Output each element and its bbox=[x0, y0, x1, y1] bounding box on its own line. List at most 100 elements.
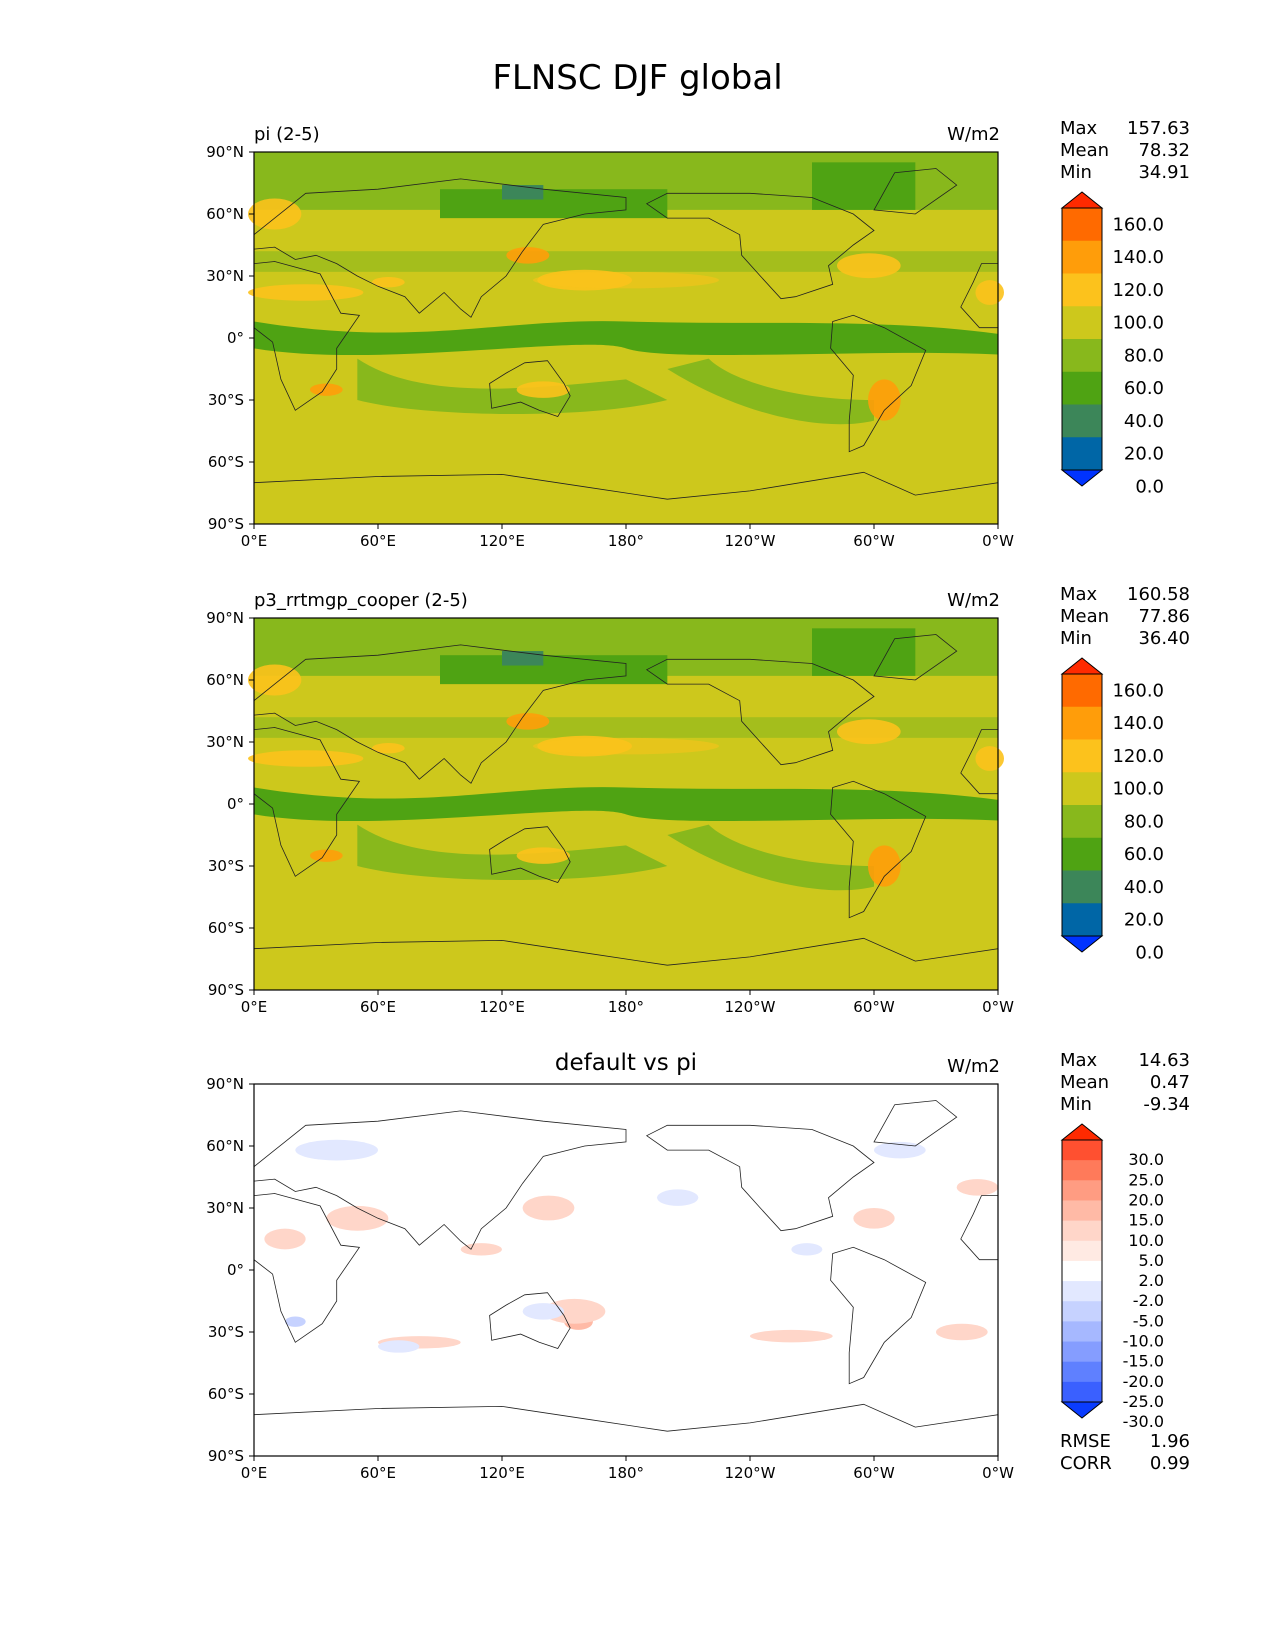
x-tick-label: 60°W bbox=[853, 998, 895, 1016]
y-tick-label: 30°N bbox=[206, 267, 244, 285]
colorbar-label: -20.0 bbox=[1123, 1372, 1164, 1391]
y-tick-label: 60°N bbox=[206, 1137, 244, 1155]
coastline bbox=[645, 192, 875, 300]
colorbar-segment bbox=[1062, 674, 1102, 708]
stat-value: 0.99 bbox=[1149, 1453, 1190, 1474]
panel-bottom-stats: RMSE 1.96 CORR 0.99 bbox=[1060, 1431, 1190, 1475]
field-warm-region bbox=[975, 746, 1004, 771]
colorbar-label: 160.0 bbox=[1112, 680, 1164, 701]
colorbar-label: 0.0 bbox=[1135, 476, 1164, 497]
field-siberia bbox=[440, 655, 668, 685]
coastline bbox=[830, 314, 927, 453]
colorbar-label: 120.0 bbox=[1112, 280, 1164, 301]
colorbar-label: 40.0 bbox=[1124, 411, 1164, 432]
colorbar-label: 140.0 bbox=[1112, 247, 1164, 268]
colorbar-label: -5.0 bbox=[1133, 1311, 1164, 1330]
field-equatorial-belt bbox=[254, 321, 998, 356]
field-background bbox=[254, 1084, 998, 1456]
panel-title: p3_rrtmgp_cooper (2-5) bbox=[254, 590, 468, 611]
field-warm-region bbox=[506, 247, 550, 264]
field-warm-region bbox=[516, 847, 570, 864]
colorbar-extend-min bbox=[1060, 469, 1104, 487]
field-positive-anomaly bbox=[264, 1228, 306, 1250]
coastline bbox=[645, 658, 875, 766]
colorbar-segment bbox=[1062, 1140, 1102, 1161]
y-tick-label: 30°S bbox=[208, 857, 244, 875]
colorbar-label: -10.0 bbox=[1123, 1332, 1164, 1351]
colorbar-label: 80.0 bbox=[1124, 345, 1164, 366]
colorbar-segment bbox=[1062, 404, 1102, 438]
x-tick-label: 120°E bbox=[479, 532, 525, 550]
colorbar-label: 20.0 bbox=[1128, 1190, 1164, 1209]
field-positive-anomaly bbox=[956, 1179, 998, 1196]
field-positive-anomaly bbox=[522, 1195, 575, 1221]
panel-units: W/m2 bbox=[947, 1056, 1000, 1077]
stat-label: Min bbox=[1060, 1094, 1092, 1115]
y-tick-label: 0° bbox=[227, 329, 244, 347]
field-warm-region bbox=[868, 379, 901, 421]
coastline bbox=[873, 634, 958, 681]
colorbar-label: 100.0 bbox=[1112, 779, 1164, 800]
colorbar-extend-max bbox=[1060, 657, 1104, 675]
colorbar-segment bbox=[1062, 706, 1102, 740]
field-warm-region bbox=[372, 743, 405, 754]
y-tick-label: 0° bbox=[227, 795, 244, 813]
field-layers bbox=[247, 618, 1004, 990]
colorbar: 30.025.020.015.010.05.02.0-2.0-5.0-10.0-… bbox=[1060, 1123, 1164, 1431]
coastline bbox=[489, 826, 571, 883]
x-tick-label: 180° bbox=[608, 998, 644, 1016]
x-tick-label: 180° bbox=[608, 1464, 644, 1482]
field-positive-anomaly bbox=[326, 1205, 389, 1231]
colorbar-label: 15.0 bbox=[1128, 1211, 1164, 1230]
y-tick-label: 90°N bbox=[206, 609, 244, 627]
x-tick-label: 0°W bbox=[982, 532, 1014, 550]
field-equatorial-belt bbox=[254, 787, 998, 822]
colorbar-label: 80.0 bbox=[1124, 811, 1164, 832]
y-tick-label: 30°N bbox=[206, 1199, 244, 1217]
colorbar-segment bbox=[1062, 739, 1102, 773]
coastline bbox=[645, 1124, 875, 1232]
colorbar: 160.0 140.0 120.0 100.0 80.0 60.0 40.0 20.0 0.0 bbox=[1060, 191, 1164, 497]
x-tick-label: 60°W bbox=[853, 532, 895, 550]
panel-diff: default vs pi W/m2 Max 14.63 Mean 0.47 Min… bbox=[0, 1050, 1275, 1516]
coastline bbox=[253, 178, 627, 318]
panel-title: default vs pi bbox=[554, 1050, 698, 1076]
stat-label: Max bbox=[1060, 118, 1098, 139]
stat-value: 36.40 bbox=[1138, 628, 1190, 649]
colorbar-label: 30.0 bbox=[1128, 1150, 1164, 1169]
y-tick-label: 90°N bbox=[206, 143, 244, 161]
colorbar-segment bbox=[1062, 1260, 1102, 1282]
map-plot: 0°E 60°E 120°E 180° 120°W 60°W 0°W 90°N 60°N 30°N… bbox=[206, 143, 1164, 550]
panel-units: W/m2 bbox=[947, 124, 1000, 145]
colorbar-segment bbox=[1062, 1341, 1102, 1363]
colorbar-segment bbox=[1062, 1301, 1102, 1322]
colorbar-label: 40.0 bbox=[1124, 877, 1164, 898]
field-warm-region bbox=[247, 750, 364, 767]
coastline bbox=[253, 261, 361, 411]
x-tick-label: 0°E bbox=[241, 998, 268, 1016]
colorbar-segment bbox=[1062, 1240, 1102, 1262]
y-tick-label: 30°S bbox=[208, 391, 244, 409]
x-tick-label: 0°W bbox=[982, 1464, 1014, 1482]
colorbar-label: 60.0 bbox=[1124, 378, 1164, 399]
field-south-pacific bbox=[667, 358, 874, 425]
field-band-midlat bbox=[254, 251, 998, 272]
field-south-subtropics bbox=[357, 358, 668, 414]
field-arctic-canada bbox=[812, 162, 916, 210]
coastline bbox=[873, 168, 958, 215]
y-tick-label: 60°S bbox=[208, 1385, 244, 1403]
y-tick-label: 0° bbox=[227, 1261, 244, 1279]
colorbar-segment bbox=[1062, 837, 1102, 871]
x-tick-label: 180° bbox=[608, 532, 644, 550]
colorbar-segment bbox=[1062, 805, 1102, 839]
colorbar-segment bbox=[1062, 371, 1102, 405]
colorbar-label: 60.0 bbox=[1124, 844, 1164, 865]
panel-pi: pi (2-5) W/m2 Max 157.63 Mean 78.32 Min 34.… bbox=[0, 118, 1275, 584]
stat-label: CORR bbox=[1060, 1453, 1112, 1474]
field-siberia bbox=[440, 189, 668, 219]
stat-label: RMSE bbox=[1060, 1431, 1111, 1452]
colorbar-segment bbox=[1062, 870, 1102, 904]
y-tick-label: 60°N bbox=[206, 671, 244, 689]
colorbar-segment bbox=[1062, 1281, 1102, 1302]
colorbar-segment bbox=[1062, 1361, 1102, 1383]
